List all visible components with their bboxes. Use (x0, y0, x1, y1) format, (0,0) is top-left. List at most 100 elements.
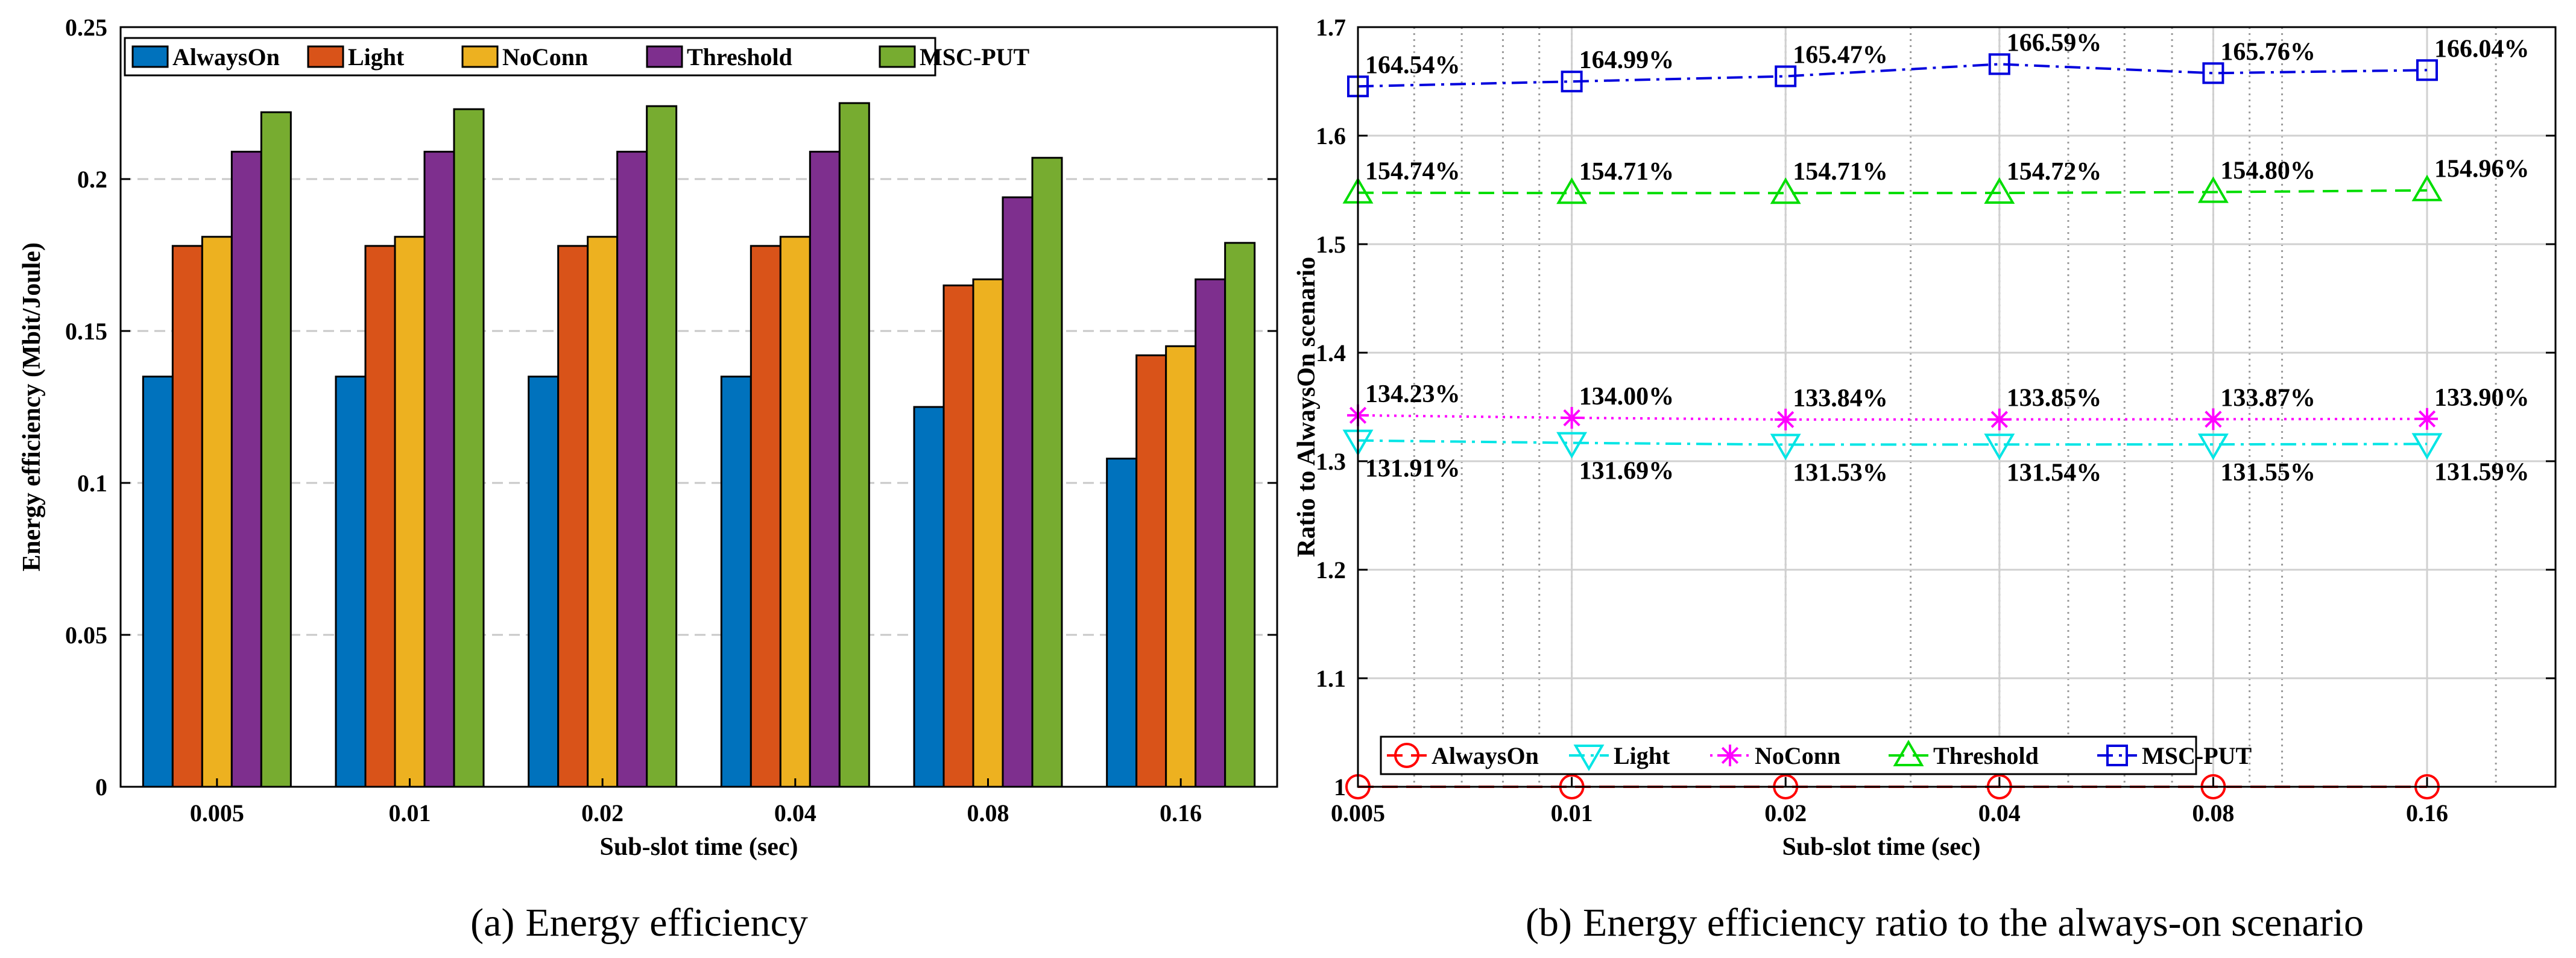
marker-msc-put-0.01 (1561, 71, 1583, 93)
y-axis-label: Energy efficiency (Mbit/Joule) (18, 242, 46, 572)
y-tick-label: 0.2 (77, 166, 107, 193)
marker-msc-put-0.02 (1775, 65, 1797, 87)
data-label-noconn: 133.87% (2220, 384, 2316, 412)
legend: AlwaysOn Light NoConn Threshold MSC-PUT (124, 37, 1030, 77)
asterisk-stroke (1721, 746, 1739, 764)
x-axis-label: Sub-slot time (sec) (1782, 833, 1981, 861)
y-tick-label: 1.3 (1316, 448, 1346, 475)
data-label-light: 131.69% (1579, 458, 1675, 485)
bar-noconn-0.02 (587, 236, 619, 788)
data-label-threshold: 154.71% (1579, 158, 1675, 186)
bar-msc-put-0.04 (838, 102, 870, 788)
bar-light-0.04 (750, 245, 781, 788)
y-tick-label: 0.25 (65, 14, 107, 41)
marker-threshold-0.16 (2411, 174, 2443, 201)
legend-swatch-noconn (461, 45, 499, 68)
x-tick-label: 0.01 (1551, 799, 1593, 827)
data-label-msc-put: 165.47% (1793, 42, 1888, 69)
marker-threshold-0.01 (1556, 177, 1588, 204)
data-label-light: 131.55% (2220, 459, 2316, 487)
bar-noconn-0.04 (779, 236, 811, 788)
asterisk-stroke (2205, 411, 2222, 428)
x-tick-label: 0.08 (2192, 799, 2234, 827)
legend-swatch-alwayson (131, 45, 169, 68)
x-tick-label: 0.16 (2406, 799, 2448, 827)
caption-b: (b) Energy efficiency ratio to the always… (1526, 901, 2364, 945)
marker-threshold-0.04 (1984, 177, 2015, 204)
marker-noconn-0.01 (1561, 407, 1583, 429)
marker-noconn-0.02 (1775, 408, 1797, 430)
legend-label-msc-put: MSC-PUT (920, 43, 1030, 71)
marker-light-0.04 (1984, 433, 2015, 461)
data-label-msc-put: 164.99% (1579, 46, 1675, 74)
legend-label-noconn: NoConn (502, 43, 588, 71)
x-tick-label: 0.005 (1331, 799, 1385, 827)
data-label-threshold: 154.74% (1365, 158, 1460, 186)
legend-label-msc-put: MSC-PUT (2142, 742, 2252, 769)
axes-frame (119, 26, 1278, 788)
legend-marker-noconn (1719, 745, 1741, 766)
bar-noconn-0.08 (972, 278, 1004, 788)
asterisk-stroke (2418, 410, 2436, 427)
caption-b-letter: (b) (1526, 901, 1572, 945)
bar-msc-put-0.16 (1224, 242, 1256, 788)
data-label-noconn: 134.23% (1365, 380, 1460, 408)
caption-a-text: Energy efficiency (525, 901, 808, 945)
series-line-noconn (1357, 414, 2428, 421)
legend-label-light: Light (1614, 742, 1670, 769)
y-tick-label: 1.1 (1316, 665, 1346, 692)
bar-alwayson-0.08 (913, 406, 945, 788)
y-axis-label: Ratio to AlwaysOn scenario (1293, 257, 1321, 557)
marker-msc-put-0.04 (1988, 53, 2010, 75)
bar-threshold-0.01 (423, 151, 455, 788)
asterisk-stroke (1990, 411, 2008, 428)
x-tick-label: 0.04 (1978, 799, 2021, 827)
line-chart-ratio-to-alwayson: 131.91% 131.69% 131.53% 131.54% 131.55% 131.5… (1293, 14, 2557, 945)
data-label-noconn: 134.00% (1579, 383, 1675, 411)
legend-label-alwayson: AlwaysOn (1432, 742, 1539, 769)
legend-swatch-light (307, 45, 344, 68)
series-line-light (1357, 439, 2428, 446)
data-label-light: 131.54% (2007, 459, 2102, 487)
marker-noconn-0.08 (2202, 408, 2224, 430)
bar-light-0.02 (557, 245, 589, 788)
data-label-threshold: 154.71% (1793, 158, 1888, 186)
bar-noconn-0.16 (1165, 345, 1197, 788)
marker-light-0.08 (2197, 433, 2229, 461)
bar-threshold-0.005 (230, 151, 262, 788)
legend-box (124, 37, 936, 77)
x-tick-label: 0.01 (389, 799, 431, 827)
legend-label-threshold: Threshold (687, 43, 792, 71)
x-tick-label: 0.08 (967, 799, 1009, 827)
series-line-msc-put (1357, 63, 2428, 88)
bar-msc-put-0.08 (1031, 157, 1063, 788)
legend-swatch-threshold (646, 45, 683, 68)
y-tick-label: 0.15 (65, 318, 107, 345)
bar-threshold-0.16 (1195, 278, 1226, 788)
legend: AlwaysOn Light NoConn Threshold MSC-PUT (1380, 736, 2252, 775)
marker-msc-put-0.08 (2202, 62, 2224, 84)
data-label-msc-put: 166.59% (2007, 29, 2102, 57)
bar-light-0.08 (942, 284, 974, 788)
bar-alwayson-0.04 (720, 376, 752, 788)
data-label-light: 131.59% (2434, 458, 2530, 486)
bar-alwayson-0.005 (142, 376, 174, 788)
marker-noconn-0.04 (1988, 408, 2010, 430)
marker-noconn-0.16 (2416, 408, 2438, 430)
x-tick-label: 0.16 (1160, 799, 1202, 827)
asterisk-stroke (1777, 411, 1795, 429)
caption-a: (a) Energy efficiency (470, 901, 808, 945)
bar-threshold-0.02 (616, 151, 648, 788)
data-label-light: 131.53% (1793, 459, 1888, 487)
legend-swatch-msc-put (879, 45, 916, 68)
data-label-noconn: 133.85% (2007, 385, 2102, 412)
legend-marker-light (1573, 745, 1605, 771)
data-label-noconn: 133.90% (2434, 384, 2530, 412)
y-tick-label: 1.6 (1316, 122, 1346, 150)
series-line-threshold (1357, 189, 2428, 195)
legend-marker-alwayson (1394, 743, 1419, 768)
y-tick-label: 0.1 (77, 470, 107, 497)
marker-light-0.01 (1556, 432, 1588, 459)
data-label-msc-put: 164.54% (1365, 51, 1460, 79)
y-tick-label: 0.05 (65, 622, 107, 649)
